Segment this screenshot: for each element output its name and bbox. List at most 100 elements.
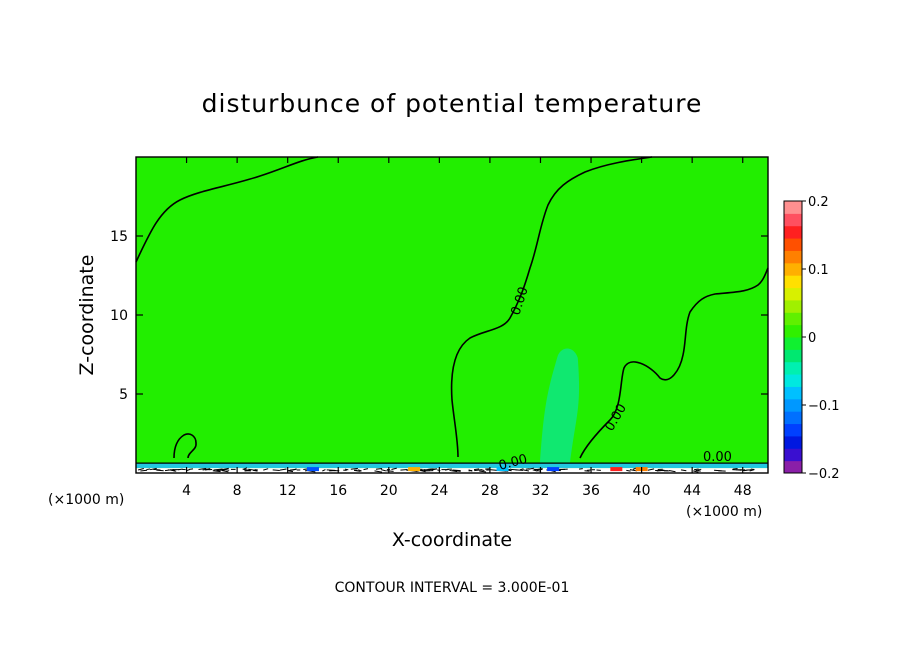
surface-noise-mark xyxy=(532,469,538,472)
colorbar-segment xyxy=(784,225,802,239)
surface-noise-mark xyxy=(140,469,148,472)
surface-noise-mark xyxy=(668,470,676,473)
x-unit-right: (×1000 m) xyxy=(686,504,762,520)
y-tick-label: 5 xyxy=(119,387,128,403)
colorbar-segment xyxy=(784,299,802,313)
contour-line-right xyxy=(579,267,769,459)
surface-noise-mark xyxy=(626,469,631,472)
surface-noise-mark xyxy=(221,468,230,471)
x-axis-ticks: 4 8 12 16 20 24 28 32 36 40 44 48 xyxy=(182,157,752,499)
y-axis-ticks: 5 10 15 xyxy=(110,229,768,403)
surface-noise-mark xyxy=(149,467,157,471)
chart-title: disturbunce of potential temperature xyxy=(202,89,703,118)
surface-noise-mark xyxy=(357,469,362,472)
surface-noise-mark xyxy=(375,467,383,470)
surface-noise-mark xyxy=(400,468,408,471)
surface-color-accent xyxy=(408,467,421,472)
surface-noise-mark xyxy=(202,468,211,471)
surface-noise-mark xyxy=(380,469,386,472)
x-tick-label: 36 xyxy=(582,483,600,499)
colorbar-segment xyxy=(784,213,802,227)
colorbar-tick-label: 0.2 xyxy=(808,195,829,210)
colorbar-tick-label: −0.2 xyxy=(808,467,840,482)
colorbar-segment xyxy=(784,448,802,462)
colorbar-segment xyxy=(784,324,802,338)
surface-noise-mark xyxy=(473,468,480,471)
surface-noise-mark xyxy=(474,469,483,472)
colorbar-segment xyxy=(784,312,802,326)
surface-noise-mark xyxy=(326,469,336,471)
colorbar-segment xyxy=(784,361,802,375)
surface-noise-mark xyxy=(212,470,221,473)
surface-noise-mark xyxy=(272,469,280,472)
colorbar-segment xyxy=(784,398,802,412)
surface-noise-mark xyxy=(578,468,583,470)
x-tick-label: 24 xyxy=(430,483,448,499)
colorbar-segment xyxy=(784,460,802,474)
colorbar xyxy=(783,200,803,474)
surface-noise-mark xyxy=(204,468,211,471)
colorbar-segment xyxy=(784,201,802,214)
surface-noise-mark xyxy=(528,467,535,470)
surface-noise-mark xyxy=(449,469,458,473)
surface-noise-mark xyxy=(452,469,461,472)
surface-noise-mark xyxy=(221,469,229,473)
surface-noise-mark xyxy=(697,468,702,471)
surface-noise-mark xyxy=(156,469,164,472)
surface-noise-mark xyxy=(153,468,161,471)
x-tick-label: 32 xyxy=(532,483,550,499)
contour-line-left xyxy=(135,156,319,263)
colorbar-segment xyxy=(784,423,802,437)
surface-noise-mark xyxy=(454,470,461,472)
surface-noise-mark xyxy=(749,469,755,472)
surface-layer xyxy=(136,462,768,473)
surface-noise-mark xyxy=(198,467,207,470)
colorbar-segment xyxy=(784,287,802,301)
y-tick-label: 10 xyxy=(110,308,128,324)
surface-noise-mark xyxy=(479,470,487,473)
surface-noise-mark xyxy=(523,469,529,472)
x-tick-label: 28 xyxy=(481,483,499,499)
surface-noise-mark xyxy=(374,470,383,473)
surface-noise-mark xyxy=(293,468,297,471)
surface-noise-mark xyxy=(732,468,738,470)
surface-noise-mark xyxy=(189,468,194,470)
x-tick-label: 16 xyxy=(329,483,347,499)
surface-noise-mark xyxy=(363,468,369,471)
surface-noise-mark xyxy=(743,469,749,472)
colorbar-segment xyxy=(784,435,802,449)
surface-noise-mark xyxy=(344,468,349,471)
surface-noise-mark xyxy=(519,468,524,471)
surface-noise-mark xyxy=(510,468,518,471)
surface-noise-mark xyxy=(164,468,175,472)
surface-color-accent xyxy=(610,467,623,472)
surface-noise-mark xyxy=(354,469,361,472)
y-axis-label: Z-coordinate xyxy=(76,255,98,376)
surface-noise-mark xyxy=(279,468,287,471)
surface-noise-mark xyxy=(386,470,394,472)
surface-noise-mark xyxy=(695,469,701,472)
surface-noise-mark xyxy=(322,469,326,472)
surface-color-accent xyxy=(496,467,509,472)
surface-noise-mark xyxy=(146,468,151,471)
x-axis-label: X-coordinate xyxy=(392,529,512,551)
colorbar-segment xyxy=(784,238,802,251)
surface-noise-mark xyxy=(431,468,438,471)
surface-noise-mark xyxy=(263,468,269,471)
colorbar-segment xyxy=(784,337,802,350)
surface-noise-mark xyxy=(714,469,722,472)
surface-noise-mark xyxy=(253,469,258,472)
surface-noise-mark xyxy=(391,467,397,471)
colorbar-segment xyxy=(784,250,802,264)
colorbar-segment xyxy=(784,262,802,276)
surface-noise-mark xyxy=(288,470,294,473)
colorbar-segment xyxy=(784,275,802,289)
colorbar-tick-label: 0.1 xyxy=(808,263,829,278)
surface-noise-mark xyxy=(693,468,699,471)
contour-interval-note: CONTOUR INTERVAL = 3.000E-01 xyxy=(335,580,570,596)
field-background xyxy=(136,157,768,473)
contour-lines xyxy=(135,156,769,459)
surface-noise-mark xyxy=(489,469,498,471)
x-tick-label: 48 xyxy=(734,483,752,499)
